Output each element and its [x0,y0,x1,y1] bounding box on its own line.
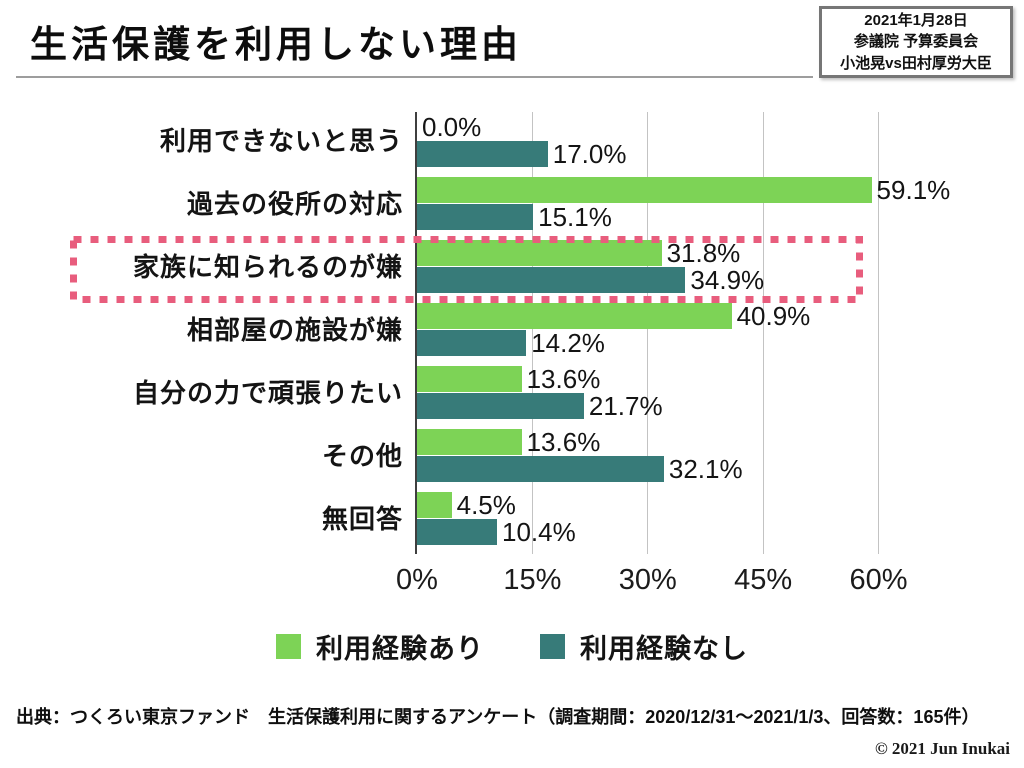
gridline-60 [877,112,879,554]
title-underline [16,76,813,78]
value-label: 10.4% [501,517,576,547]
legend-label: 利用経験なし [580,634,748,664]
chart-legend: 利用経験あり 利用経験なし [0,627,1024,666]
value-label: 40.9% [736,301,811,331]
bar-no [417,393,584,419]
category-label: 過去の役所の対応 [186,189,403,219]
bar-no [417,204,534,230]
legend-swatch [540,634,565,659]
category-label: 家族に知られるのが嫌 [132,252,403,282]
category-label: 無回答 [321,504,403,534]
gridline-15 [531,112,533,554]
bar-chart: 0% 15% 30% 45% 60% 利用できないと思う 0.0% 17.0% 過去の役所の対応… [0,112,1024,596]
value-label: 4.5% [456,490,516,520]
value-label: 31.8% [666,238,741,268]
value-label: 13.6% [526,427,601,457]
page-title: 生活保護を利用しない理由 [30,24,522,65]
category-label: 相部屋の施設が嫌 [186,315,403,345]
info-box-line-committee: 参議院 予算委員会 [853,33,979,51]
bar-yes [417,240,662,266]
bar-yes [417,429,522,455]
x-tick-label: 45% [734,564,793,596]
category-label: 自分の力で頑張りたい [132,378,403,408]
info-box-line-speakers: 小池晃vs田村厚労大臣 [840,54,992,72]
bar-no [417,456,664,482]
info-box-line-date: 2021年1月28日 [864,12,968,30]
info-box: 2021年1月28日 参議院 予算委員会 小池晃vs田村厚労大臣 [819,6,1013,78]
value-label: 15.1% [538,202,612,232]
value-label: 34.9% [690,265,765,295]
bar-no [417,330,527,356]
legend-label: 利用経験あり [316,634,484,664]
bar-no [417,519,497,545]
bar-yes [417,303,732,329]
gridline-30 [647,112,649,554]
legend-item-yes: 利用経験あり [276,627,484,666]
value-label: 17.0% [552,139,627,169]
legend-item-no: 利用経験なし [540,627,748,666]
value-label: 14.2% [531,328,605,358]
value-label: 21.7% [588,391,663,421]
value-label: 13.6% [526,364,601,394]
bar-yes [417,492,452,518]
value-label: 32.1% [668,454,743,484]
source-note: 出典：つくろい東京ファンド 生活保護利用に関するアンケート（調査期間：2020/… [16,707,980,727]
value-label: 0.0% [422,112,482,142]
value-label: 59.1% [876,175,951,205]
bar-yes [417,366,522,392]
x-tick-label: 0% [396,564,438,596]
x-tick-label: 60% [849,564,908,596]
category-label: 利用できないと思う [159,126,403,156]
copyright: © 2021 Jun Inukai [874,739,1010,758]
bar-yes [417,177,872,203]
x-tick-label: 30% [618,564,677,596]
y-axis-line [415,112,417,554]
category-label: その他 [321,441,403,471]
bar-no [417,267,686,293]
legend-swatch [276,634,301,659]
gridline-45 [762,112,764,554]
x-tick-label: 15% [503,564,562,596]
bar-no [417,141,548,167]
